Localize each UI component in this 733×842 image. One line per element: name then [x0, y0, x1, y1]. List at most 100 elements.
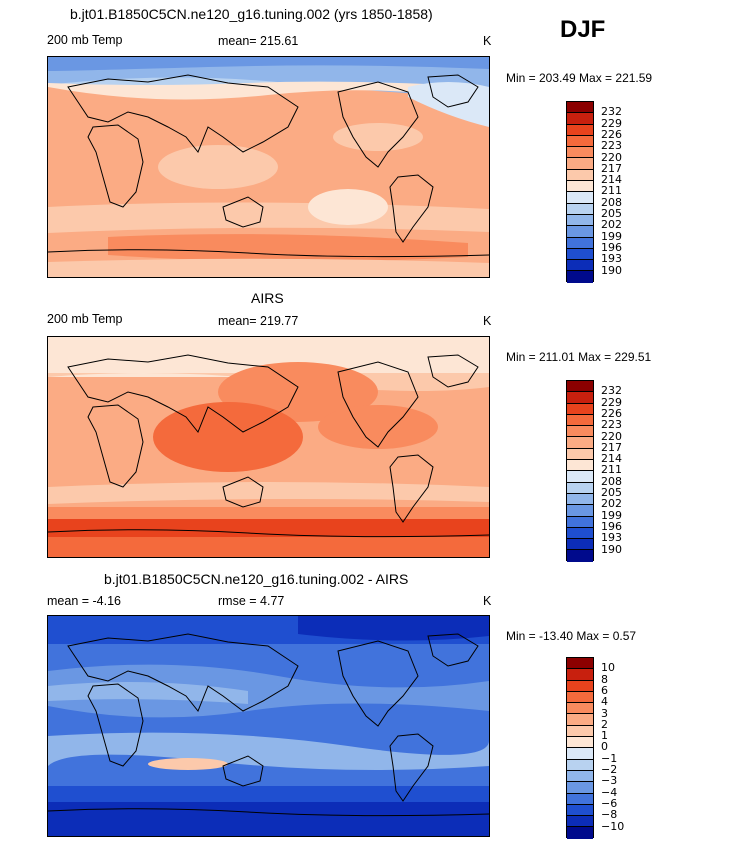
colorbar-swatch [567, 793, 593, 805]
colorbar-swatch [567, 260, 593, 272]
colorbar-tick-label: 196 [601, 519, 622, 533]
colorbar-tick-label: 4 [601, 695, 608, 709]
colorbar-tick-label: 229 [601, 116, 622, 130]
colorbar-tick-label: 214 [601, 452, 622, 466]
colorbar-tick-label: 211 [601, 184, 622, 198]
colorbar-tick-label: 6 [601, 683, 608, 697]
colorbar-swatch [567, 237, 593, 249]
colorbar-swatch [567, 725, 593, 738]
panel-1-map [47, 56, 490, 278]
colorbar-swatch [567, 804, 593, 817]
colorbar-tick-label: 208 [601, 195, 622, 209]
colorbar-swatch [567, 737, 593, 749]
colorbar-tick-label: 205 [601, 207, 622, 220]
colorbar-tick-label: −2 [601, 763, 618, 776]
panel-3-minmax: Min = -13.40 Max = 0.57 [506, 629, 637, 643]
panel-3-map [47, 615, 490, 837]
colorbar-swatch [567, 539, 593, 551]
panel-3-unit-label: K [483, 594, 492, 608]
colorbar-swatch [567, 113, 593, 125]
colorbar-tick-label: 217 [601, 440, 622, 454]
colorbar-swatch [567, 226, 593, 238]
panel-1-minmax: Min = 203.49 Max = 221.59 [506, 71, 653, 85]
colorbar-swatch [567, 135, 593, 148]
colorbar-tick-label: 190 [601, 263, 622, 277]
colorbar-swatch [567, 381, 593, 393]
colorbar-swatch [567, 403, 593, 415]
panel-1-title: b.jt01.B1850C5CN.ne120_g16.tuning.002 (y… [70, 6, 433, 22]
panel-2-title: AIRS [251, 290, 284, 306]
colorbar-tick-label: 196 [601, 240, 622, 254]
colorbar-tick-label: 232 [601, 105, 622, 119]
colorbar-swatch [567, 147, 593, 159]
panel-2-minmax: Min = 211.01 Max = 229.51 [506, 350, 652, 364]
colorbar-tick-label: −1 [601, 751, 618, 765]
colorbar-swatch [567, 471, 593, 483]
panel-3-rmse-label: rmse = 4.77 [218, 594, 285, 608]
colorbar-tick-label: 199 [601, 508, 622, 522]
colorbar-swatch [567, 770, 593, 783]
panel-2-map-field [48, 337, 489, 557]
colorbar-tick-label: 8 [601, 672, 608, 686]
colorbar-tick-label: 217 [601, 161, 622, 175]
colorbar-swatch [567, 505, 593, 517]
colorbar-swatch [567, 181, 593, 193]
colorbar-swatch [567, 102, 593, 114]
panel-1-map-field [48, 57, 489, 277]
panel-2-variable-label: 200 mb Temp [47, 312, 123, 326]
colorbar-swatch [567, 714, 593, 726]
colorbar-swatch [567, 658, 593, 670]
panel-1-variable-label: 200 mb Temp [47, 33, 123, 47]
panel-3-mean-label: mean = -4.16 [47, 594, 122, 608]
colorbar-swatch [567, 527, 593, 540]
colorbar-tick-label: 202 [601, 218, 622, 232]
colorbar-tick-label: 226 [601, 127, 622, 141]
colorbar-swatch [567, 169, 593, 182]
colorbar-tick-label: 202 [601, 497, 622, 511]
colorbar-swatch [567, 816, 593, 828]
colorbar-swatch [567, 448, 593, 461]
colorbar-tick-label: 199 [601, 229, 622, 243]
panel-2-mean-label: mean= 219.77 [218, 314, 299, 328]
colorbar-tick-label: −6 [601, 796, 618, 810]
colorbar-swatch [567, 550, 593, 562]
colorbar-tick-label: −4 [601, 785, 618, 799]
colorbar-swatch [567, 703, 593, 715]
colorbar-tick-label: 226 [601, 406, 622, 420]
season-label: DJF [560, 16, 606, 43]
colorbar-swatch [567, 759, 593, 771]
panel-1-mean-label: mean= 215.61 [218, 34, 299, 48]
panel-1-unit-label: K [483, 34, 492, 48]
panel-3-colorbar [566, 657, 594, 839]
colorbar-swatch [567, 691, 593, 704]
colorbar-tick-label: 229 [601, 395, 622, 409]
colorbar-swatch [567, 460, 593, 472]
colorbar-tick-label: 211 [601, 463, 622, 477]
colorbar-tick-label: 214 [601, 173, 622, 187]
colorbar-tick-label: 2 [601, 717, 608, 731]
colorbar-swatch [567, 516, 593, 528]
colorbar-swatch [567, 782, 593, 794]
colorbar-tick-label: −3 [601, 774, 618, 788]
colorbar-swatch [567, 158, 593, 170]
colorbar-tick-label: 205 [601, 486, 622, 499]
panel-2-map [47, 336, 490, 558]
colorbar-swatch [567, 482, 593, 494]
colorbar-tick-label: 193 [601, 531, 622, 545]
colorbar-tick-label: 10 [601, 661, 615, 675]
colorbar-swatch [567, 214, 593, 227]
colorbar-tick-label: 223 [601, 139, 622, 153]
colorbar-tick-label: 220 [601, 429, 622, 443]
colorbar-tick-label: 220 [601, 150, 622, 164]
colorbar-swatch [567, 748, 593, 760]
colorbar-swatch [567, 248, 593, 261]
colorbar-tick-label: 208 [601, 474, 622, 488]
colorbar-swatch [567, 192, 593, 204]
colorbar-tick-label: 232 [601, 384, 622, 398]
colorbar-swatch [567, 203, 593, 215]
panel-2-colorbar [566, 380, 594, 562]
colorbar-swatch [567, 437, 593, 449]
colorbar-tick-label: 223 [601, 418, 622, 432]
colorbar-swatch [567, 669, 593, 681]
panel-3-map-field [48, 616, 489, 836]
